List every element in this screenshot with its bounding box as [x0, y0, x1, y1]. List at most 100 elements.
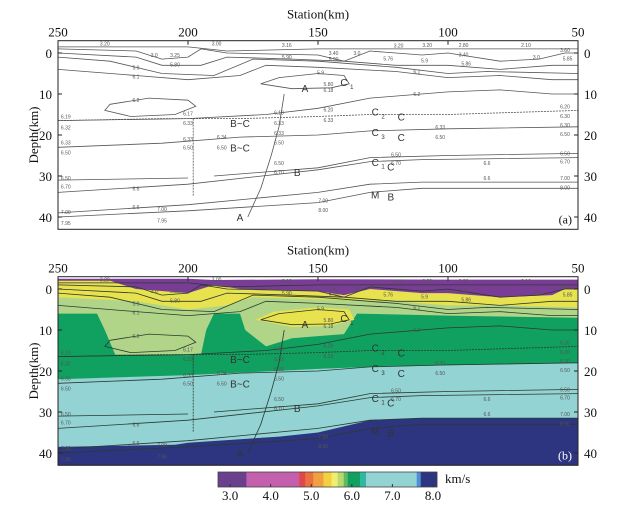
- contour-label: 6.50: [560, 152, 570, 158]
- contour-line: [58, 56, 578, 76]
- x-tick-label: 150: [308, 261, 328, 276]
- y-tick-label-right: 10: [584, 323, 597, 338]
- contour-label: 3.16: [282, 43, 292, 49]
- colorbar-segment: [313, 472, 324, 487]
- contour-label: 5.9: [317, 71, 324, 77]
- contour-label: 5.9: [421, 58, 428, 64]
- plot-area: 3.203.0 3.253.005.803.165.903.40 3.05.903.…: [58, 42, 578, 227]
- colorbar-segment: [420, 472, 438, 487]
- y-tick-label-right: 20: [584, 364, 597, 379]
- contour-label: 5.85: [563, 56, 573, 62]
- contour-label: 6.50: [435, 135, 445, 141]
- contour-label: 7.00: [61, 210, 71, 216]
- colorbar-tick-label: 6.0: [344, 488, 360, 503]
- contour-label: 3.25: [170, 289, 180, 295]
- x-tick-label: 50: [572, 261, 585, 276]
- region-letter: B~C: [230, 143, 250, 154]
- contour-label: 6.50: [274, 397, 284, 403]
- contour-line: [213, 389, 578, 413]
- region-letter: C: [387, 162, 394, 173]
- contour-label: 6.50: [217, 145, 227, 151]
- contour-label: 6.34: [217, 371, 227, 377]
- contour-label: 6.50: [274, 376, 284, 382]
- contour-label: 3.0: [533, 291, 540, 297]
- contour-label: 6.18: [324, 324, 334, 330]
- contour-label: 3.40: [329, 287, 339, 293]
- region-letter: 1: [381, 401, 385, 407]
- region-letter: C: [340, 314, 347, 325]
- y-tick-label-left: 0: [46, 46, 53, 61]
- contour-label: 6.50: [61, 150, 71, 156]
- contour-line: [58, 393, 578, 429]
- contour-label: 3.20: [422, 279, 432, 285]
- contour-label: 6.20: [324, 108, 334, 114]
- y-axis-title: Depth(km): [26, 106, 41, 163]
- contour-label: 6.20: [560, 104, 570, 110]
- colorbar-segment: [416, 472, 422, 487]
- contour-label: 3.20: [100, 42, 110, 48]
- contour-label: 5.80: [170, 63, 180, 69]
- region-letter: C: [398, 349, 405, 360]
- contour-label: 3.0: [354, 287, 361, 293]
- contour-label: 6.33: [274, 357, 284, 363]
- contour-label: 6.33: [274, 121, 284, 127]
- contour-line: [58, 292, 578, 313]
- region-letter: B: [294, 168, 301, 179]
- colorbar-segment: [343, 472, 349, 487]
- contour-line: [58, 187, 578, 218]
- contour-line: [58, 52, 578, 70]
- contour-label: 6.50: [61, 176, 71, 182]
- contour-label: 6.33: [435, 361, 445, 367]
- contour-label: 5.86: [461, 297, 471, 303]
- contour-label: 2.10: [521, 279, 531, 285]
- region-letter: B~C: [230, 379, 250, 390]
- contour-label: 6.70: [274, 406, 284, 412]
- contour-label: 3.00: [212, 42, 222, 48]
- contour-label: 5.90: [282, 291, 292, 297]
- y-tick-label-right: 20: [584, 128, 597, 143]
- contour-label: 6.9: [133, 98, 140, 104]
- contour-label: 7.00: [157, 207, 167, 213]
- contour-label: 6.33: [61, 140, 71, 146]
- contour-label: 5.9: [421, 294, 428, 300]
- contour-label: 5.80: [324, 82, 334, 88]
- region-letter: 3: [381, 371, 385, 377]
- contour-label: 3.20: [394, 44, 404, 50]
- contour-label: 6.33: [61, 376, 71, 382]
- contour-label: 6.18: [324, 88, 334, 94]
- region-letter: C: [372, 108, 379, 119]
- contour-label: 6.50: [560, 388, 570, 394]
- contour-line: [58, 46, 578, 52]
- contour-label: 6.33: [183, 137, 193, 143]
- region-letter: C: [372, 158, 379, 169]
- y-tick-label-left: 0: [46, 282, 53, 297]
- x-tick-label: 50: [572, 25, 585, 40]
- contour-label: 6.70: [560, 396, 570, 402]
- colorbar-tick-label: 7.0: [384, 488, 400, 503]
- velocity-fill-5: [255, 307, 355, 328]
- region-letter: A: [302, 320, 309, 331]
- contour-label: 6.34: [217, 135, 227, 141]
- contour-label: 6.1: [133, 310, 140, 316]
- contour-line: [58, 413, 189, 417]
- contour-label: 5.76: [383, 56, 393, 62]
- contour-line: [260, 73, 350, 90]
- contour-label: 6.70: [274, 170, 284, 176]
- colorbar-segment: [347, 472, 361, 487]
- velocity-fill-0: [58, 418, 578, 466]
- contour-label: 6.20: [324, 344, 334, 350]
- contour-label: 5.85: [563, 292, 573, 298]
- contour-label: 2.10: [521, 43, 531, 49]
- region-letter: B: [387, 193, 394, 204]
- contour-label: 7.95: [61, 221, 71, 227]
- contour-line: [104, 333, 197, 354]
- region-letter: C: [340, 78, 347, 89]
- contour-label: 6.50: [274, 140, 284, 146]
- contour-label: 6.19: [61, 115, 71, 121]
- contour-label: 2.80: [459, 279, 469, 285]
- contour-label: 6.30: [560, 350, 570, 356]
- panel-label: (a): [559, 212, 572, 226]
- x-tick-label: 250: [48, 25, 68, 40]
- contour-label: 7.00: [560, 412, 570, 418]
- contour-label: 6.33: [435, 125, 445, 131]
